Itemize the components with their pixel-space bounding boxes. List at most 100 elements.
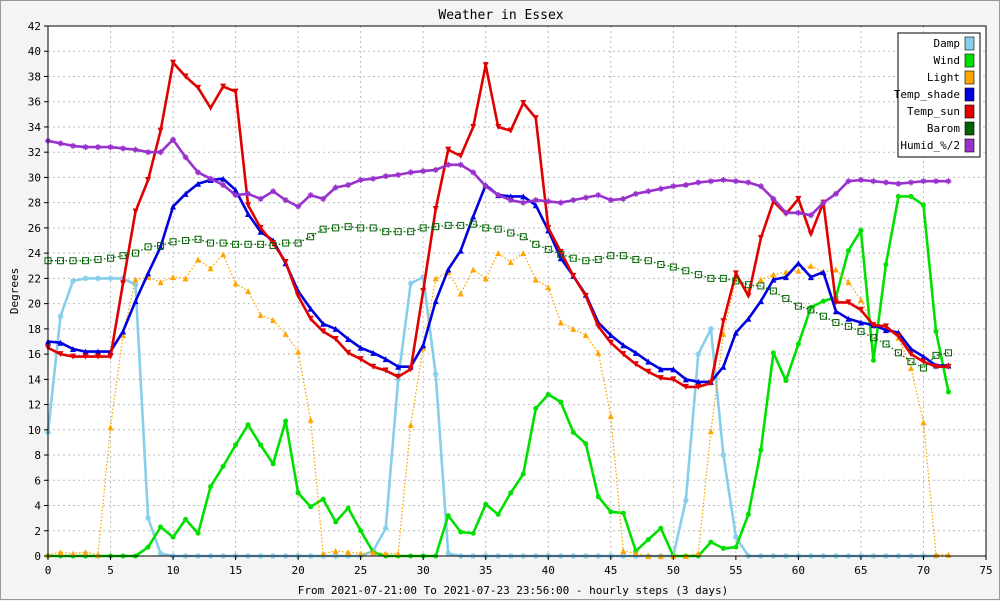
data-point-wind (470, 530, 476, 536)
data-point-humid-2 (132, 146, 139, 153)
data-point-barom (794, 302, 802, 310)
data-point-damp (682, 497, 689, 504)
data-point-humid-2 (882, 179, 889, 186)
data-point-wind (295, 490, 301, 496)
data-point-damp (157, 550, 164, 557)
data-point-temp-shade (170, 203, 177, 210)
data-point-damp (432, 371, 439, 378)
data-point-barom (257, 240, 265, 248)
data-point-humid-2 (695, 179, 702, 186)
data-point-barom (119, 252, 127, 260)
data-point-temp-shade (257, 228, 264, 235)
data-point-temp-sun (82, 353, 89, 360)
data-point-humid-2 (857, 176, 864, 183)
data-point-humid-2 (70, 142, 77, 149)
data-point-wind (358, 528, 364, 534)
data-point-light (170, 274, 177, 281)
data-point-temp-shade (520, 193, 527, 200)
data-point-wind (820, 298, 826, 304)
data-point-temp-sun (670, 376, 677, 383)
y-axis-label: Degrees (8, 268, 21, 314)
data-point-light (520, 250, 527, 257)
data-point-light (157, 279, 164, 286)
data-point-barom (819, 312, 827, 320)
data-point-temp-sun (457, 152, 464, 159)
data-point-temp-shade (182, 190, 189, 197)
data-point-barom (519, 233, 527, 241)
data-point-temp-shade (307, 305, 314, 312)
data-point-temp-sun (282, 258, 289, 265)
ticks: 0 5 10 15 20 25 30 35 40 45 50 55 60 65 70 750246810121… (28, 20, 993, 577)
data-point-barom (194, 235, 202, 243)
data-point-humid-2 (745, 179, 752, 186)
data-point-temp-sun (845, 299, 852, 306)
data-point-wind (908, 193, 914, 199)
y-tick-label: 14 (28, 373, 42, 386)
data-point-light (695, 550, 702, 557)
data-point-temp-sun (695, 383, 702, 390)
data-point-temp-shade (532, 202, 539, 209)
data-point-humid-2 (495, 192, 502, 199)
data-point-humid-2 (332, 184, 339, 191)
data-point-barom (394, 228, 402, 236)
data-point-wind (208, 484, 214, 490)
data-point-temp-sun (720, 318, 727, 325)
data-point-humid-2 (770, 195, 777, 202)
data-point-temp-shade (245, 211, 252, 218)
x-tick-label: 20 (292, 564, 305, 577)
data-point-humid-2 (557, 199, 564, 206)
data-point-light (220, 251, 227, 258)
data-point-light (757, 276, 764, 283)
x-tick-label: 5 (107, 564, 114, 577)
data-point-temp-shade (757, 298, 764, 305)
data-point-humid-2 (320, 195, 327, 202)
data-point-light (282, 330, 289, 337)
data-point-humid-2 (345, 182, 352, 188)
data-point-humid-2 (170, 136, 177, 143)
data-point-humid-2 (395, 171, 402, 178)
data-point-humid-2 (807, 212, 814, 219)
data-point-humid-2 (732, 178, 739, 185)
data-point-wind (483, 501, 489, 507)
data-point-temp-sun (907, 351, 914, 358)
data-point-wind (870, 357, 876, 363)
data-point-damp (107, 275, 114, 282)
data-point-wind (558, 399, 564, 405)
data-point-temp-sun (170, 59, 177, 66)
data-point-temp-sun (195, 84, 202, 91)
data-point-barom (607, 252, 615, 260)
data-point-barom (144, 243, 152, 251)
data-point-barom (832, 319, 840, 327)
data-point-barom (469, 220, 477, 228)
data-point-temp-sun (607, 339, 614, 346)
data-point-barom (157, 242, 165, 250)
legend-label: Wind (934, 54, 961, 67)
data-point-light (770, 271, 777, 278)
data-point-barom (707, 274, 715, 282)
data-point-light (532, 276, 539, 283)
chart-title: Weather in Essex (438, 8, 563, 23)
legend-swatch (964, 138, 975, 153)
data-point-barom (844, 322, 852, 330)
data-point-humid-2 (270, 188, 277, 195)
x-tick-label: 70 (917, 564, 930, 577)
data-point-humid-2 (420, 168, 427, 175)
data-point-wind (733, 544, 739, 550)
x-tick-label: 55 (729, 564, 742, 577)
data-point-barom (357, 224, 365, 232)
data-point-wind (795, 341, 801, 347)
data-point-barom (719, 274, 727, 282)
data-point-damp (132, 281, 139, 288)
data-point-humid-2 (282, 197, 289, 204)
data-point-temp-sun (757, 235, 764, 241)
data-point-light (182, 275, 189, 282)
data-point-light (545, 284, 552, 291)
x-tick-label: 75 (979, 564, 992, 577)
data-point-humid-2 (257, 195, 264, 202)
data-point-wind (933, 328, 939, 334)
data-point-temp-shade (320, 320, 327, 327)
data-point-temp-sun (807, 231, 814, 238)
y-tick-label: 40 (28, 45, 41, 58)
x-tick-label: 0 (45, 564, 52, 577)
